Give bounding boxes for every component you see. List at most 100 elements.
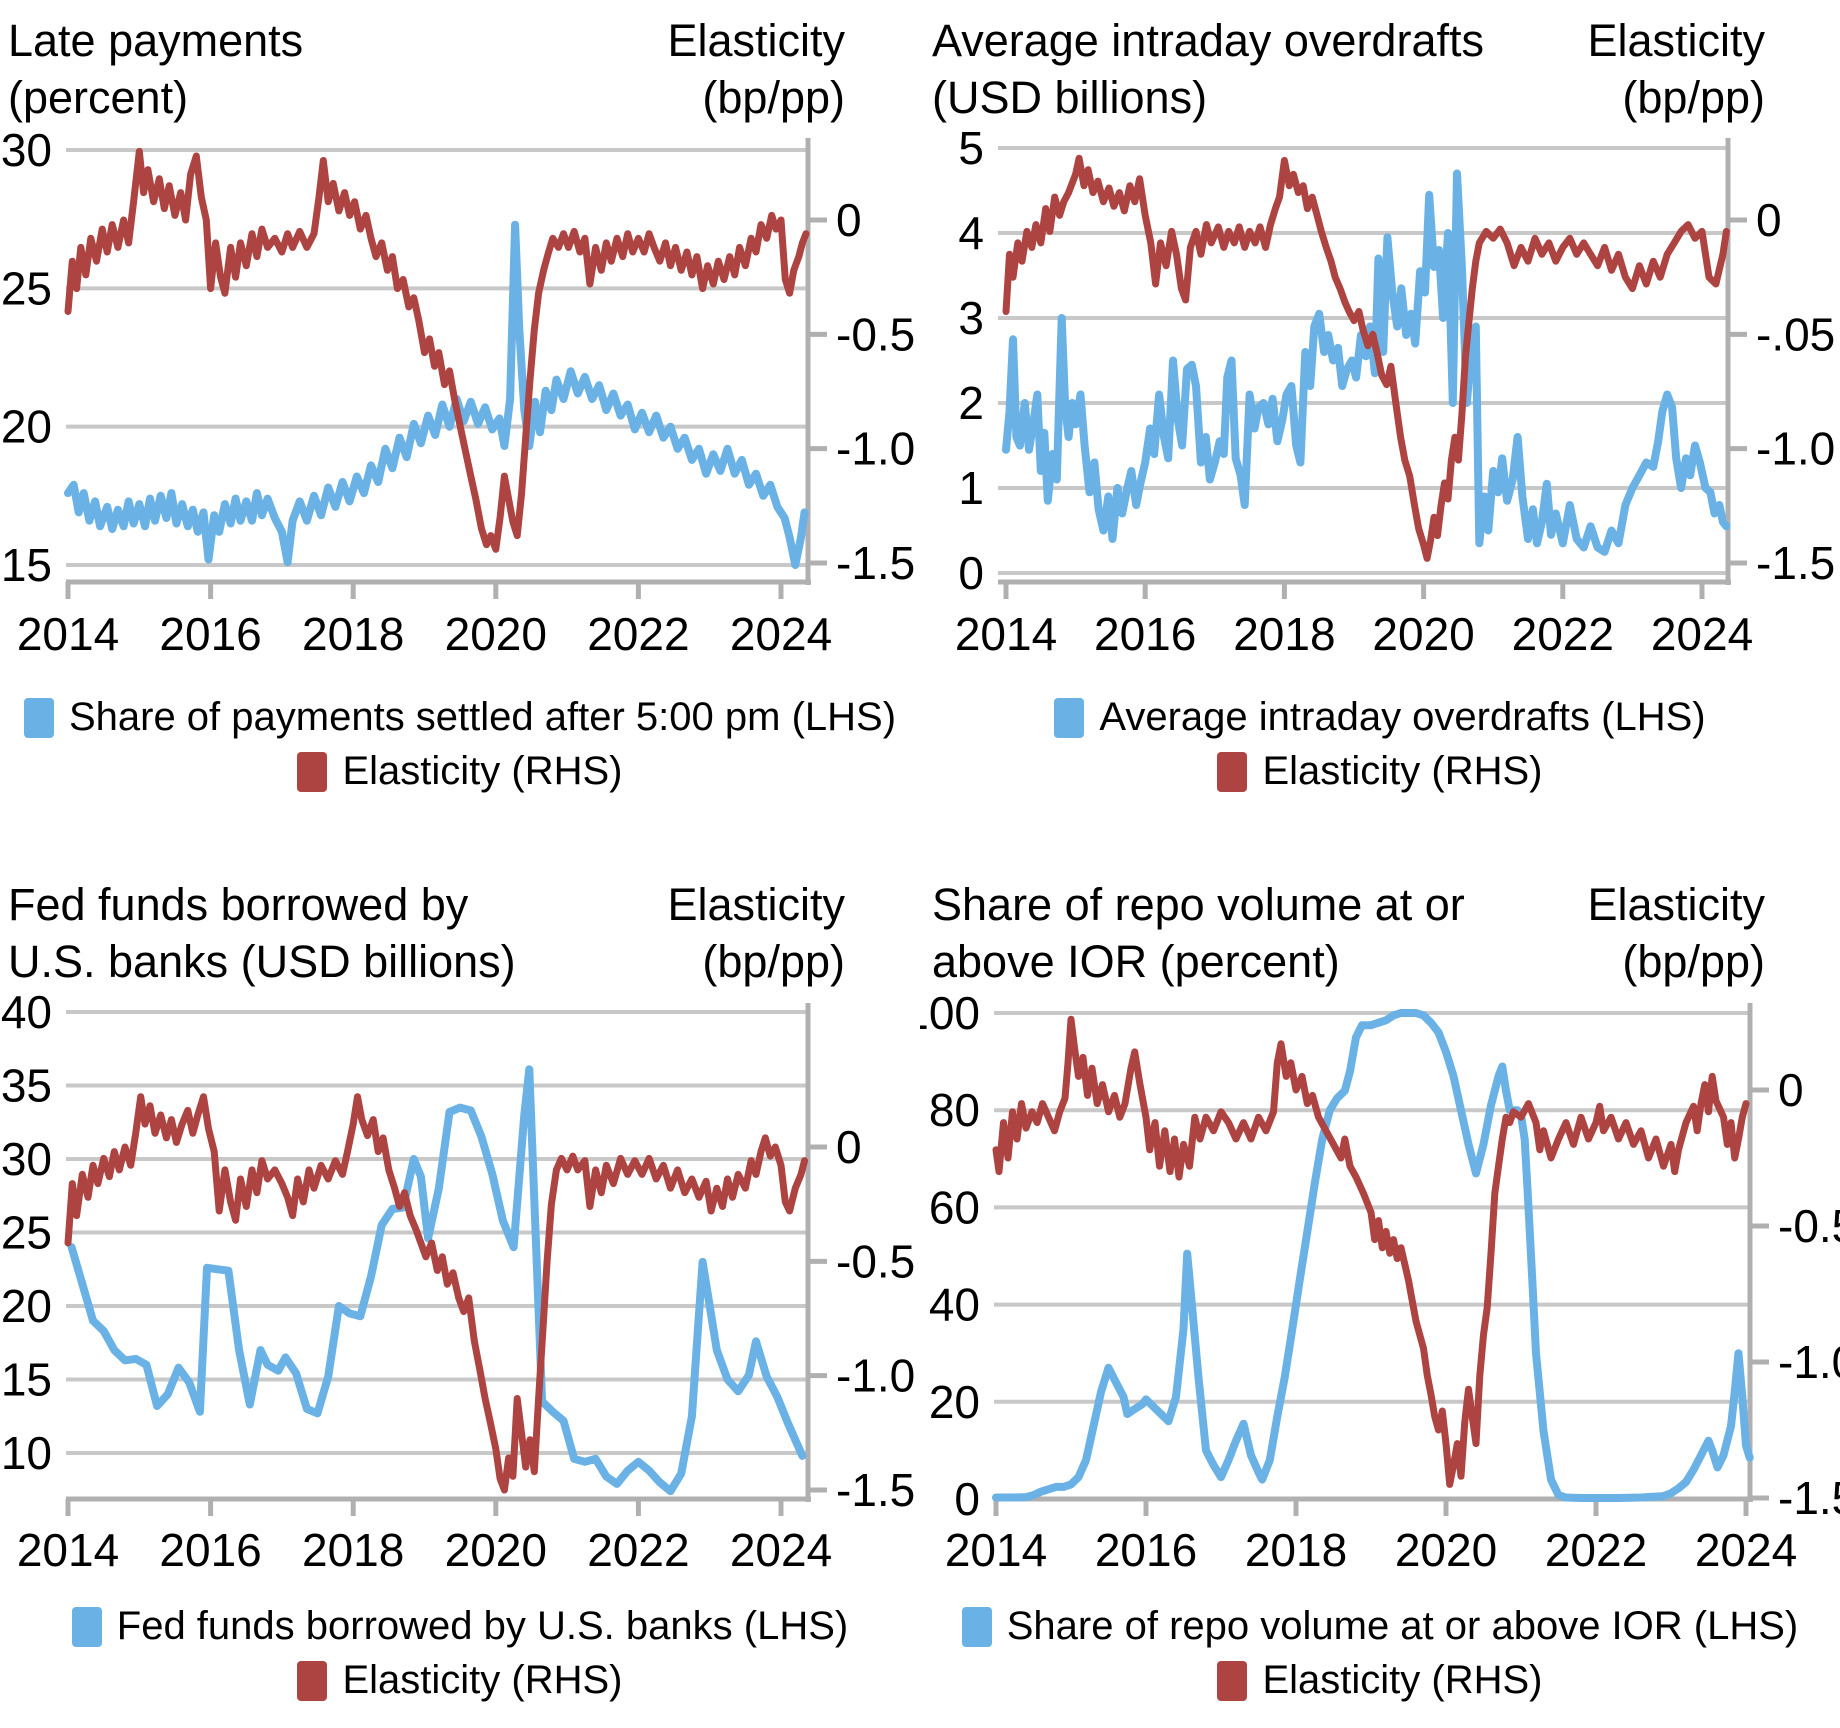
title-line: (percent) — [8, 72, 189, 123]
x-tick-label: 2016 — [1095, 1524, 1197, 1576]
chart-legend: Share of payments settled after 5:00 pm … — [0, 695, 920, 794]
x-tick-label: 2014 — [945, 1524, 1047, 1576]
chart-canvas: 2014 2016 2018 2020 2022 2024 30 25 20 15 0 -0.5 -1.… — [1, 124, 915, 660]
legend-item-rhs: Elasticity (RHS) — [1217, 749, 1543, 794]
legend-item-lhs: Share of repo volume at or above IOR (LH… — [961, 1604, 1799, 1649]
left-tick-label: 25 — [1, 1207, 52, 1259]
legend-item-lhs: Share of payments settled after 5:00 pm … — [23, 695, 897, 740]
right-tick-label: -0.5 — [1778, 1200, 1840, 1252]
series-red-line — [64, 1093, 808, 1494]
right-tick-label: -1.0 — [836, 1350, 915, 1402]
x-tick-label: 2020 — [445, 1524, 547, 1576]
x-tick-label: 2018 — [302, 608, 404, 660]
left-tick-label: 3 — [958, 292, 984, 344]
chart-legend: Average intraday overdrafts (LHS) Elasti… — [920, 695, 1840, 794]
left-tick-label: 35 — [1, 1060, 52, 1112]
title-line: (USD billions) — [932, 72, 1208, 123]
chart-canvas: 2014 2016 2018 2020 2022 2024 5 4 3 2 1 0 0 -.05 -1.0 -… — [955, 122, 1835, 660]
title-line: Elasticity — [1587, 15, 1765, 66]
chart-right-axis-title: Elasticity (bp/pp) — [667, 876, 845, 990]
chart-left-axis-title: Fed funds borrowed by U.S. banks (USD bi… — [8, 876, 516, 990]
legend-swatch-blue — [71, 1606, 102, 1647]
title-line: Average intraday overdrafts — [932, 15, 1484, 66]
right-tick-label: -1.5 — [836, 537, 915, 589]
left-tick-label: 10 — [1, 1427, 52, 1479]
chart-repo-share-above-ior: Share of repo volume at or above IOR (pe… — [920, 864, 1840, 1728]
title-line: (bp/pp) — [702, 936, 845, 987]
right-tick-label: 0 — [836, 194, 862, 246]
left-tick-label: 40 — [1, 986, 52, 1038]
right-tick-label: -1.5 — [1756, 537, 1835, 589]
chart-legend: Share of repo volume at or above IOR (LH… — [920, 1604, 1840, 1703]
legend-label: Elasticity (RHS) — [1262, 749, 1543, 793]
legend-label: Share of payments settled after 5:00 pm … — [68, 695, 897, 739]
legend-label: Elasticity (RHS) — [342, 749, 623, 793]
x-tick-label: 2014 — [17, 608, 119, 660]
chart-right-axis-title: Elasticity (bp/pp) — [1587, 12, 1765, 126]
right-tick-label: -0.5 — [836, 308, 915, 360]
chart-legend: Fed funds borrowed by U.S. banks (LHS) E… — [0, 1604, 920, 1703]
left-tick-label: 30 — [1, 124, 52, 176]
left-tick-label: 0 — [958, 547, 984, 599]
series-red-line — [1002, 154, 1730, 562]
x-tick-label: 2024 — [730, 1524, 832, 1576]
chart-late-payments: Late payments (percent) Elasticity (bp/p… — [0, 0, 920, 864]
x-tick-label: 2016 — [1094, 608, 1196, 660]
x-tick-label: 2020 — [1372, 608, 1474, 660]
x-tick-label: 2022 — [587, 1524, 689, 1576]
title-line: U.S. banks (USD billions) — [8, 936, 516, 987]
chart-fed-funds-borrowed: Fed funds borrowed by U.S. banks (USD bi… — [0, 864, 920, 1728]
x-tick-label: 2022 — [1512, 608, 1614, 660]
series-blue-line — [992, 1009, 1754, 1502]
chart-left-axis-title: Average intraday overdrafts (USD billion… — [932, 12, 1484, 126]
left-tick-label: 20 — [929, 1376, 980, 1428]
legend-swatch-red — [1217, 751, 1248, 792]
legend-item-rhs: Elasticity (RHS) — [1217, 1658, 1543, 1703]
legend-item-lhs: Fed funds borrowed by U.S. banks (LHS) — [71, 1604, 849, 1649]
x-tick-label: 2024 — [730, 608, 832, 660]
chart-right-axis-title: Elasticity (bp/pp) — [667, 12, 845, 126]
x-tick-label: 2018 — [1245, 1524, 1347, 1576]
x-tick-label: 2020 — [1395, 1524, 1497, 1576]
x-tick-label: 2014 — [17, 1524, 119, 1576]
series-red-line — [64, 147, 810, 553]
x-tick-label: 2016 — [159, 608, 261, 660]
title-line: Elasticity — [667, 879, 845, 930]
legend-swatch-blue — [961, 1606, 992, 1647]
chart-left-axis-title: Late payments (percent) — [8, 12, 303, 126]
series-blue-line — [64, 220, 809, 569]
right-tick-label: 0 — [1756, 194, 1782, 246]
left-tick-label: 40 — [929, 1279, 980, 1331]
x-tick-label: 2014 — [955, 608, 1057, 660]
chart-canvas: 2014 2016 2018 2020 2022 2024 100 80 60 40 20 0 0 -0.… — [920, 987, 1840, 1576]
x-tick-label: 2018 — [1233, 608, 1335, 660]
right-tick-label: -0.5 — [836, 1235, 915, 1287]
left-tick-label: 5 — [958, 122, 984, 174]
left-tick-label: 30 — [1, 1133, 52, 1185]
left-tick-label: 100 — [920, 987, 980, 1039]
x-tick-label: 2024 — [1695, 1524, 1797, 1576]
title-line: (bp/pp) — [702, 72, 845, 123]
chart-canvas: 2014 2016 2018 2020 2022 2024 40 35 30 25 20 15 10 0 -… — [1, 986, 915, 1576]
left-tick-label: 15 — [1, 539, 52, 591]
right-tick-label: -1.0 — [836, 423, 915, 475]
legend-swatch-blue — [1054, 697, 1085, 738]
x-tick-label: 2022 — [1545, 1524, 1647, 1576]
legend-label: Share of repo volume at or above IOR (LH… — [1006, 1604, 1799, 1648]
title-line: (bp/pp) — [1622, 936, 1765, 987]
title-line: (bp/pp) — [1622, 72, 1765, 123]
left-tick-label: 15 — [1, 1354, 52, 1406]
legend-label: Average intraday overdrafts (LHS) — [1099, 695, 1706, 739]
right-tick-label: 0 — [1778, 1064, 1804, 1116]
left-tick-label: 20 — [1, 401, 52, 453]
right-tick-label: -.05 — [1756, 308, 1835, 360]
right-tick-label: -1.5 — [836, 1464, 915, 1516]
right-tick-label: -1.5 — [1778, 1472, 1840, 1524]
legend-label: Fed funds borrowed by U.S. banks (LHS) — [116, 1604, 849, 1648]
left-tick-label: 1 — [958, 462, 984, 514]
x-tick-label: 2018 — [302, 1524, 404, 1576]
series-blue-line — [67, 1065, 807, 1496]
left-tick-label: 25 — [1, 262, 52, 314]
title-line: Share of repo volume at or — [932, 879, 1465, 930]
left-tick-label: 80 — [929, 1084, 980, 1136]
